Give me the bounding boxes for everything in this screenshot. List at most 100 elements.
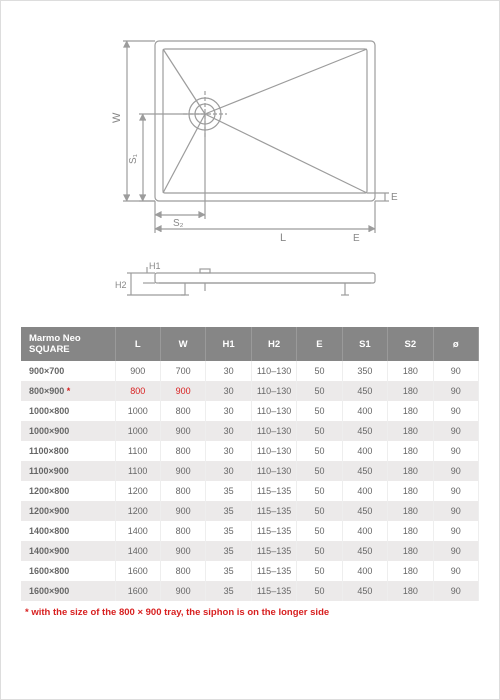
table-cell: 450	[342, 461, 387, 481]
table-cell: 180	[388, 561, 433, 581]
table-cell: 1400×900	[21, 541, 115, 561]
table-cell: 35	[206, 501, 251, 521]
table-cell: 180	[388, 361, 433, 381]
table-cell: 50	[297, 401, 342, 421]
table-cell: 1000×900	[21, 421, 115, 441]
table-cell: 800×900 *	[21, 381, 115, 401]
table-cell: 35	[206, 581, 251, 601]
table-cell: 1100	[115, 461, 160, 481]
table-row: 1400×900140090035115–1355045018090	[21, 541, 479, 561]
table-cell: 90	[433, 561, 478, 581]
table-cell: 1400	[115, 541, 160, 561]
table-row: 1600×800160080035115–1355040018090	[21, 561, 479, 581]
table-cell: 1100×900	[21, 461, 115, 481]
table-cell: 50	[297, 521, 342, 541]
table-cell: 180	[388, 541, 433, 561]
dimensions-table: Marmo Neo SQUARELWH1H2ES1S2ø 900×7009007…	[21, 327, 479, 601]
table-cell: 800	[160, 561, 205, 581]
table-cell: 50	[297, 361, 342, 381]
table-cell: 180	[388, 461, 433, 481]
table-cell: 90	[433, 501, 478, 521]
table-cell: 900	[160, 461, 205, 481]
table-cell: 50	[297, 561, 342, 581]
table-header-row: Marmo Neo SQUARELWH1H2ES1S2ø	[21, 327, 479, 361]
table-cell: 115–135	[251, 481, 296, 501]
table-cell: 1100×800	[21, 441, 115, 461]
table-row: 1000×900100090030110–1305045018090	[21, 421, 479, 441]
col-header: L	[115, 327, 160, 361]
label-S1: S₁	[128, 153, 139, 164]
table-cell: 450	[342, 381, 387, 401]
table-cell: 1200×800	[21, 481, 115, 501]
table-cell: 30	[206, 401, 251, 421]
table-cell: 700	[160, 361, 205, 381]
table-cell: 900	[160, 381, 205, 401]
table-cell: 50	[297, 421, 342, 441]
table-cell: 900×700	[21, 361, 115, 381]
col-header: S2	[388, 327, 433, 361]
table-cell: 50	[297, 461, 342, 481]
table-cell: 180	[388, 581, 433, 601]
label-E-bottom: E	[353, 233, 360, 244]
label-S2: S₂	[173, 218, 184, 229]
table-row: 1100×900110090030110–1305045018090	[21, 461, 479, 481]
table-cell: 450	[342, 541, 387, 561]
table-cell: 180	[388, 481, 433, 501]
table-cell: 50	[297, 481, 342, 501]
col-header: H2	[251, 327, 296, 361]
table-cell: 115–135	[251, 561, 296, 581]
table-cell: 180	[388, 441, 433, 461]
table-cell: 30	[206, 381, 251, 401]
table-cell: 115–135	[251, 541, 296, 561]
table-cell: 90	[433, 461, 478, 481]
table-cell: 400	[342, 401, 387, 421]
label-H1: H1	[149, 261, 161, 271]
table-cell: 1000×800	[21, 401, 115, 421]
table-cell: 30	[206, 421, 251, 441]
table-cell: 35	[206, 481, 251, 501]
col-header: S1	[342, 327, 387, 361]
col-header: W	[160, 327, 205, 361]
table-cell: 800	[160, 481, 205, 501]
table-cell: 110–130	[251, 381, 296, 401]
table-cell: 115–135	[251, 581, 296, 601]
table-cell: 90	[433, 481, 478, 501]
table-cell: 90	[433, 521, 478, 541]
table-cell: 180	[388, 381, 433, 401]
table-cell: 180	[388, 421, 433, 441]
table-cell: 110–130	[251, 461, 296, 481]
table-cell: 1600×900	[21, 581, 115, 601]
table-cell: 50	[297, 501, 342, 521]
table-row: 1200×800120080035115–1355040018090	[21, 481, 479, 501]
table-cell: 400	[342, 481, 387, 501]
table-row: 1200×900120090035115–1355045018090	[21, 501, 479, 521]
table-cell: 90	[433, 441, 478, 461]
table-cell: 30	[206, 441, 251, 461]
table-cell: 35	[206, 521, 251, 541]
table-cell: 30	[206, 461, 251, 481]
table-cell: 110–130	[251, 361, 296, 381]
table-cell: 1200×900	[21, 501, 115, 521]
table-cell: 800	[160, 521, 205, 541]
table-row: 1000×800100080030110–1305040018090	[21, 401, 479, 421]
table-cell: 1200	[115, 501, 160, 521]
table-cell: 900	[160, 581, 205, 601]
table-row: 1600×900160090035115–1355045018090	[21, 581, 479, 601]
col-header: Marmo Neo SQUARE	[21, 327, 115, 361]
table-cell: 180	[388, 521, 433, 541]
table-cell: 900	[160, 501, 205, 521]
plan-diagram: W S₁ S₂ L E E	[85, 19, 415, 249]
table-cell: 50	[297, 381, 342, 401]
table-cell: 1000	[115, 421, 160, 441]
table-cell: 50	[297, 441, 342, 461]
table-cell: 35	[206, 561, 251, 581]
col-header: H1	[206, 327, 251, 361]
table-body: 900×70090070030110–1305035018090800×900 …	[21, 361, 479, 601]
table-cell: 90	[433, 381, 478, 401]
table-cell: 180	[388, 501, 433, 521]
table-cell: 450	[342, 581, 387, 601]
table-cell: 450	[342, 421, 387, 441]
table-cell: 800	[160, 441, 205, 461]
table-cell: 30	[206, 361, 251, 381]
table-cell: 50	[297, 581, 342, 601]
